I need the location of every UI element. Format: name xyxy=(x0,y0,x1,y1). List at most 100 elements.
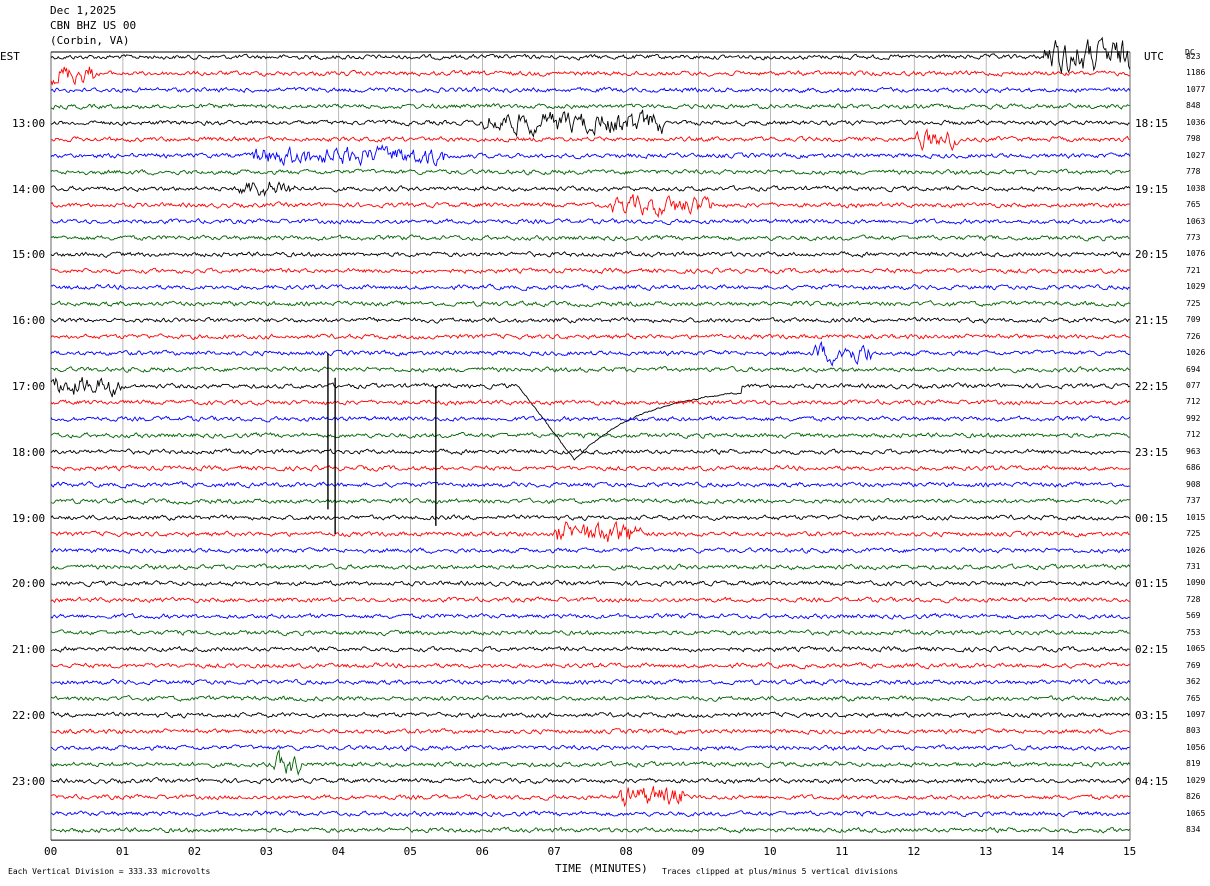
x-tick-label: 11 xyxy=(835,845,849,859)
x-tick-label: 00 xyxy=(44,845,58,859)
left-hour-label: 17:00 xyxy=(12,380,46,393)
seismic-trace xyxy=(50,728,1131,736)
seismic-trace xyxy=(50,744,1130,752)
right-hour-label: 02:15 xyxy=(1135,643,1169,657)
right-hour-label: 23:15 xyxy=(1135,445,1169,459)
dc-offset-label: 1027 xyxy=(1186,150,1206,160)
seismic-trace xyxy=(50,514,1131,522)
left-hour-label: 23:00 xyxy=(12,774,46,788)
right-hour-label: 21:15 xyxy=(1135,314,1169,328)
dc-label: DC xyxy=(1185,48,1195,57)
seismic-trace xyxy=(50,810,1131,818)
x-axis-title: TIME (MINUTES) xyxy=(555,862,648,875)
x-tick-label: 01 xyxy=(115,845,130,859)
seismic-trace xyxy=(50,250,1131,258)
dc-offset-label: 819 xyxy=(1186,759,1201,769)
dc-offset-label: 1186 xyxy=(1186,68,1206,78)
x-tick-label: 03 xyxy=(259,845,274,859)
seismic-trace xyxy=(50,520,1130,542)
seismic-trace xyxy=(50,144,1131,167)
dc-offset-label: 737 xyxy=(1186,496,1201,506)
seismic-trace xyxy=(50,786,1130,808)
dc-offset-label: 798 xyxy=(1186,134,1201,144)
seismic-trace xyxy=(50,777,1131,785)
dc-offset-label: 963 xyxy=(1186,446,1201,456)
left-hour-label: 14:00 xyxy=(12,182,46,196)
x-tick-label: 08 xyxy=(619,845,633,859)
seismic-trace xyxy=(50,431,1130,439)
seismic-trace xyxy=(50,749,1131,776)
dc-offset-label: 826 xyxy=(1186,792,1201,802)
seismic-trace xyxy=(50,596,1131,604)
seismic-trace xyxy=(50,316,1130,324)
x-tick-label: 12 xyxy=(907,845,921,859)
seismic-trace xyxy=(50,109,1130,138)
right-hour-label: 20:15 xyxy=(1135,248,1169,262)
seismic-trace xyxy=(50,612,1130,620)
dc-offset-label: 731 xyxy=(1186,561,1201,571)
dc-offset-label: 728 xyxy=(1186,594,1201,604)
dc-offset-label: 721 xyxy=(1186,265,1201,275)
seismic-trace xyxy=(50,366,1131,374)
left-hour-label: 20:00 xyxy=(12,577,46,591)
right-hour-label: 04:15 xyxy=(1135,774,1169,788)
seismic-trace xyxy=(50,711,1131,719)
dc-offset-label: 765 xyxy=(1186,693,1201,703)
seismic-trace xyxy=(50,464,1131,472)
seismic-trace xyxy=(50,333,1131,341)
left-hour-label: 18:00 xyxy=(12,445,46,459)
dc-offset-label: 1029 xyxy=(1186,775,1206,785)
seismic-trace xyxy=(50,661,1131,670)
seismic-trace xyxy=(50,217,1131,225)
dc-offset-label: 709 xyxy=(1186,315,1201,325)
seismic-trace xyxy=(50,194,1130,219)
dc-offset-label: 1065 xyxy=(1186,644,1206,654)
dc-offset-label: 848 xyxy=(1186,101,1201,111)
dc-offset-label: 362 xyxy=(1186,677,1201,687)
x-tick-label: 13 xyxy=(979,845,993,859)
seismic-trace xyxy=(50,678,1131,686)
scale-note: Each Vertical Division = 333.33 microvol… xyxy=(8,867,211,876)
left-hour-label: 15:00 xyxy=(12,248,46,262)
seismic-trace xyxy=(50,480,1130,489)
seismic-trace xyxy=(50,398,1131,406)
station-code: CBN BHZ US 00 xyxy=(50,19,137,32)
seismic-trace xyxy=(50,448,1131,456)
right-hour-label: 01:15 xyxy=(1135,577,1169,591)
dc-offset-label: 712 xyxy=(1186,397,1201,407)
seismic-trace xyxy=(50,86,1131,94)
right-timezone-label: UTC xyxy=(1144,50,1164,63)
right-hour-label: 03:15 xyxy=(1135,709,1169,722)
seismic-trace xyxy=(50,181,1131,197)
seismic-trace xyxy=(50,497,1130,505)
dc-offset-label: 1026 xyxy=(1186,545,1206,555)
clip-note: Traces clipped at plus/minus 5 vertical … xyxy=(662,867,899,876)
left-hour-label: 13:00 xyxy=(12,116,46,130)
dc-offset-label: 778 xyxy=(1186,167,1201,177)
dc-offset-label: 823 xyxy=(1186,52,1201,61)
x-tick-label: 02 xyxy=(187,845,202,859)
dc-offset-label: 726 xyxy=(1186,331,1201,341)
dc-offset-label: 1090 xyxy=(1186,578,1206,588)
dc-offset-label: 712 xyxy=(1186,430,1201,440)
dc-offset-label: 694 xyxy=(1186,364,1201,374)
seismic-trace xyxy=(50,645,1130,653)
x-tick-label: 09 xyxy=(691,845,705,859)
x-tick-label: 14 xyxy=(1051,845,1065,859)
station-location: (Corbin, VA) xyxy=(50,34,130,47)
seismic-trace xyxy=(50,563,1131,571)
dc-offset-label: 753 xyxy=(1186,627,1201,637)
dc-offset-label: 686 xyxy=(1186,463,1201,473)
seismic-trace xyxy=(50,629,1131,637)
dc-offset-label: 803 xyxy=(1186,726,1201,736)
dc-offset-label: 773 xyxy=(1186,232,1201,242)
seismic-trace xyxy=(50,168,1131,176)
dc-offset-label: 1063 xyxy=(1186,216,1206,226)
seismic-trace xyxy=(50,267,1130,275)
dc-offset-label: 1076 xyxy=(1186,249,1206,259)
right-hour-label: 22:15 xyxy=(1135,380,1169,393)
right-hour-label: 18:15 xyxy=(1135,116,1169,130)
dc-offset-label: 834 xyxy=(1186,825,1201,835)
dc-offset-label: 1029 xyxy=(1186,282,1206,292)
